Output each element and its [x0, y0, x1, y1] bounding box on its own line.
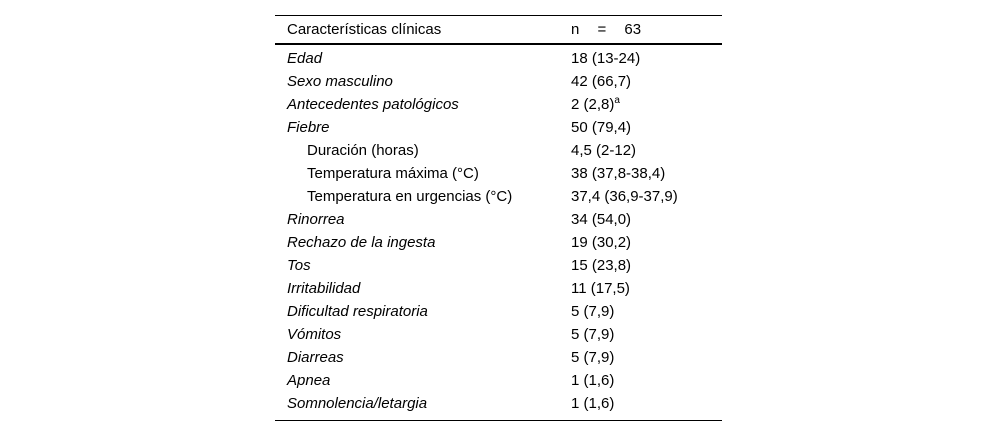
table-row: Tos 15 (23,8)	[275, 254, 722, 277]
table-row: Vómitos 5 (7,9)	[275, 323, 722, 346]
row-value: 19 (30,2)	[571, 234, 632, 251]
clinical-characteristics-table: Características clínicas n = 63 Edad 18 (…	[275, 15, 722, 421]
footnote-marker: a	[614, 95, 620, 106]
header-label: Características clínicas	[287, 21, 442, 38]
row-label: Edad	[287, 50, 323, 67]
row-value: 15 (23,8)	[571, 257, 632, 274]
table-row: Antecedentes patológicos 2 (2,8)a	[275, 93, 722, 116]
row-value: 5 (7,9)	[571, 303, 615, 320]
table-row: Apnea 1 (1,6)	[275, 369, 722, 392]
row-label: Somnolencia/letargia	[287, 395, 428, 412]
row-label: Rechazo de la ingesta	[287, 234, 436, 251]
table-body: Edad 18 (13-24) Sexo masculino 42 (66,7) Ant…	[275, 45, 722, 420]
row-value: 5 (7,9)	[571, 326, 615, 343]
row-value: 50 (79,4)	[571, 119, 632, 136]
row-value: 5 (7,9)	[571, 349, 615, 366]
table-header-row: Características clínicas n = 63	[275, 16, 722, 45]
row-label: Tos	[287, 257, 311, 274]
table-row: Diarreas 5 (7,9)	[275, 346, 722, 369]
row-value: 34 (54,0)	[571, 211, 632, 228]
row-label: Diarreas	[287, 349, 344, 366]
row-value: 37,4 (36,9-37,9)	[571, 188, 678, 205]
row-value: 4,5 (2-12)	[571, 142, 637, 159]
row-label: Irritabilidad	[287, 280, 361, 297]
table-row: Dificultad respiratoria 5 (7,9)	[275, 300, 722, 323]
row-label: Rinorrea	[287, 211, 345, 228]
row-label: Dificultad respiratoria	[287, 303, 428, 320]
row-label: Temperatura en urgencias (°C)	[307, 188, 513, 205]
table-row: Sexo masculino 42 (66,7)	[275, 70, 722, 93]
row-value: 18 (13-24)	[571, 50, 641, 67]
row-label: Duración (horas)	[307, 142, 419, 159]
row-value: 11 (17,5)	[571, 280, 630, 297]
table-row: Edad 18 (13-24)	[275, 47, 722, 70]
row-label: Fiebre	[287, 119, 330, 136]
row-label: Temperatura máxima (°C)	[307, 165, 479, 182]
row-label: Apnea	[287, 372, 331, 389]
row-value: 1 (1,6)	[571, 372, 615, 389]
table-row: Temperatura máxima (°C) 38 (37,8-38,4)	[275, 162, 722, 185]
table-row: Irritabilidad 11 (17,5)	[275, 277, 722, 300]
row-value: 42 (66,7)	[571, 73, 632, 90]
header-n-value: n = 63	[571, 21, 642, 38]
table-row: Temperatura en urgencias (°C) 37,4 (36,9-…	[275, 185, 722, 208]
row-label: Antecedentes patológicos	[287, 96, 459, 113]
table-row: Fiebre 50 (79,4)	[275, 116, 722, 139]
row-value: 38 (37,8-38,4)	[571, 165, 666, 182]
row-value: 2 (2,8)a	[571, 95, 620, 114]
row-value: 1 (1,6)	[571, 395, 615, 412]
table-row: Rechazo de la ingesta 19 (30,2)	[275, 231, 722, 254]
row-label: Vómitos	[287, 326, 342, 343]
row-label: Sexo masculino	[287, 73, 393, 90]
table-row: Rinorrea 34 (54,0)	[275, 208, 722, 231]
table-row: Somnolencia/letargia 1 (1,6)	[275, 392, 722, 415]
table-row: Duración (horas) 4,5 (2-12)	[275, 139, 722, 162]
